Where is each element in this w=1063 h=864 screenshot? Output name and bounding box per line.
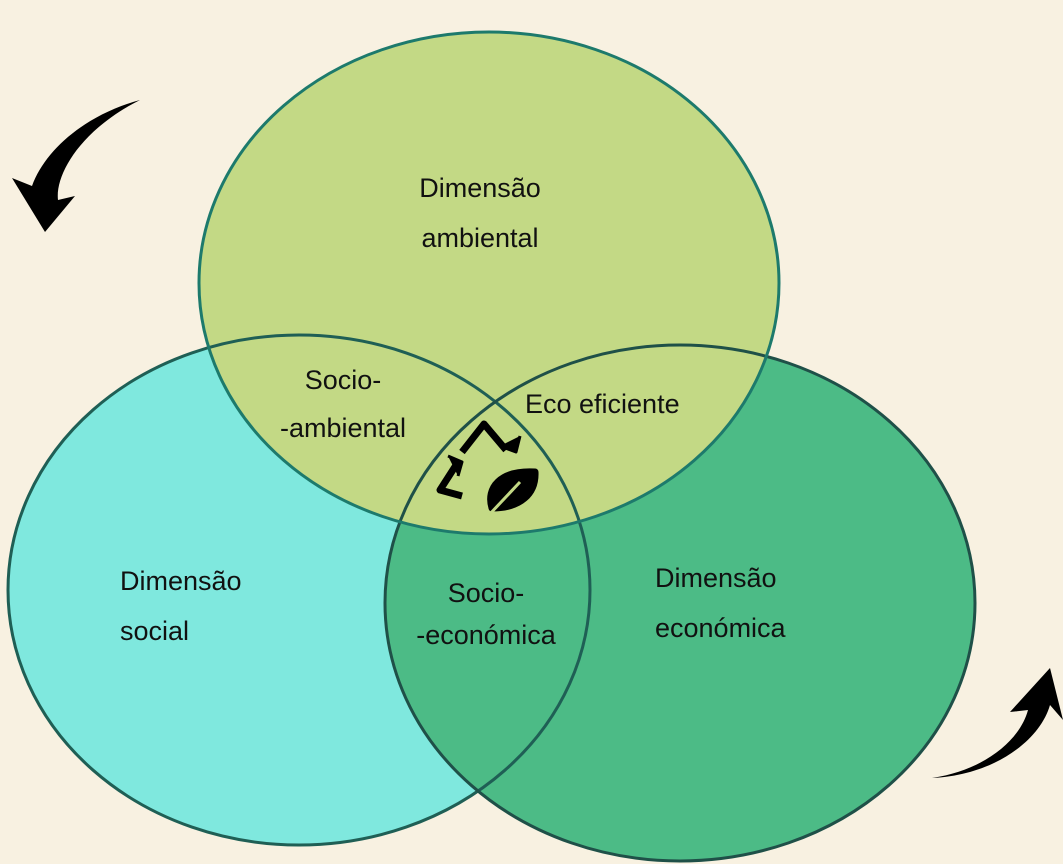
economic-label: económica [655, 613, 787, 643]
eco-efficient-label: Eco eficiente [525, 389, 680, 419]
labels: Dimensão ambiental Dimensão social Dimensão e… [120, 173, 787, 650]
economic-outline [383, 343, 977, 863]
environmental-outline [197, 30, 781, 536]
recycle-leaf-icon [436, 420, 539, 518]
social-label: social [120, 616, 189, 646]
socio-economic-label: -económica [416, 620, 557, 650]
social-label: Dimensão [120, 566, 242, 596]
economic-label: Dimensão [655, 563, 777, 593]
arrow-top-left [12, 100, 140, 232]
socio-environmental-label: -ambiental [280, 413, 406, 443]
environmental-label: Dimensão [419, 173, 541, 203]
arrow-bottom-right [932, 668, 1063, 778]
environmental-circle [199, 32, 779, 534]
social-outline [6, 333, 592, 847]
environmental-label: ambiental [421, 223, 538, 253]
socio-environmental-label: Socio- [305, 365, 382, 395]
socio-economic-label: Socio- [448, 578, 525, 608]
